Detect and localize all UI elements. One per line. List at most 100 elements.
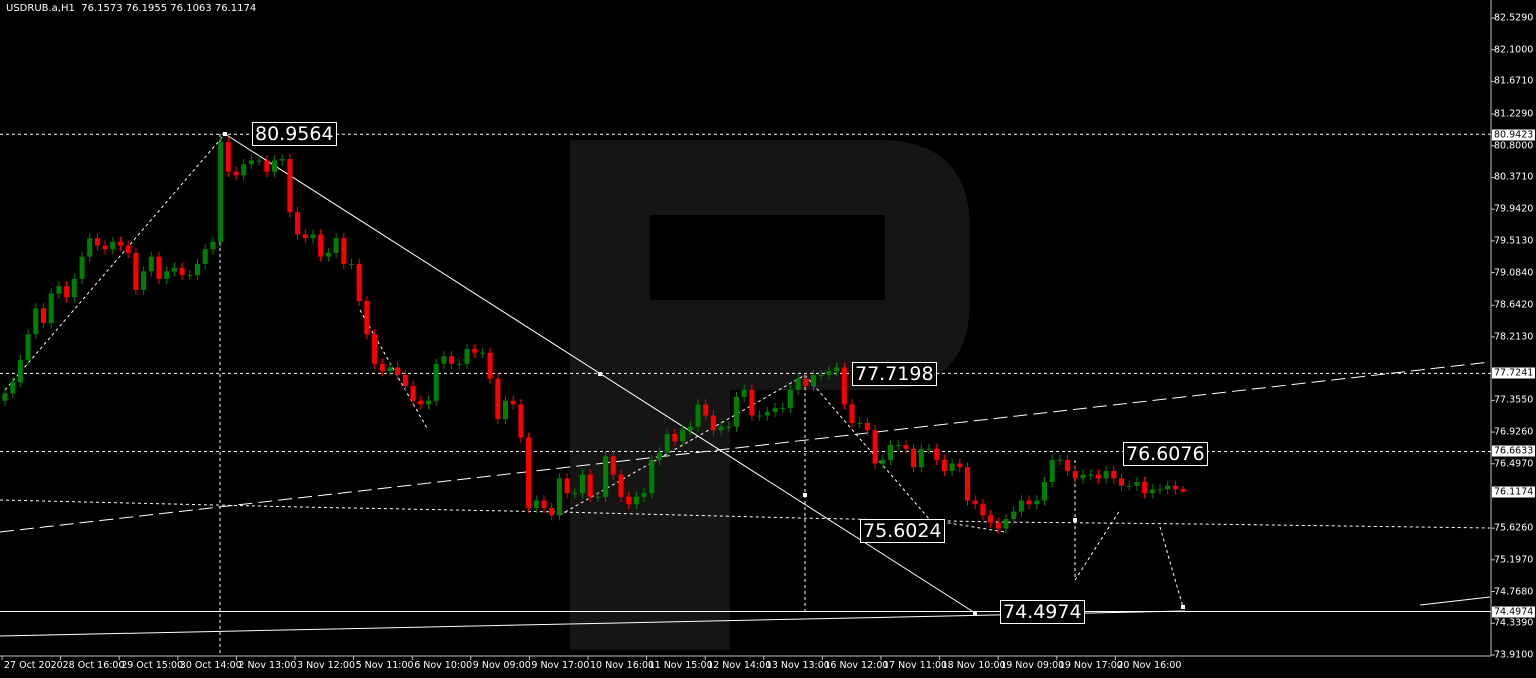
bear-candle — [64, 286, 70, 298]
bear-candle — [94, 238, 100, 246]
bull-candle — [248, 160, 254, 165]
bull-candle — [387, 367, 393, 372]
anchor-point — [223, 132, 227, 136]
bull-candle — [726, 426, 732, 428]
bear-candle — [903, 445, 909, 449]
bull-candle — [110, 241, 116, 250]
bull-candle — [780, 408, 786, 410]
price-tick-label: 75.6260 — [1494, 522, 1534, 534]
time-tick-label: 9 Nov 17:00 — [531, 660, 590, 671]
time-tick-label: 18 Nov 10:00 — [941, 660, 1006, 671]
bear-candle — [849, 404, 855, 423]
bear-candle — [410, 385, 416, 401]
bear-candle — [379, 363, 385, 372]
bull-candle — [1018, 500, 1024, 512]
bull-candle — [1149, 489, 1155, 494]
bull-candle — [572, 493, 578, 495]
bear-candle — [487, 352, 493, 379]
bear-candle — [356, 264, 362, 301]
anchor-point — [803, 493, 807, 497]
price-tick-label: 74.7680 — [1494, 586, 1534, 598]
bull-candle — [433, 363, 439, 401]
bull-candle — [256, 160, 262, 162]
bear-candle — [495, 378, 501, 420]
bear-candle — [295, 212, 301, 235]
bear-candle — [587, 474, 593, 497]
bull-candle — [2, 393, 8, 401]
time-tick-label: 12 Nov 14:00 — [707, 660, 772, 671]
bear-candle — [526, 437, 532, 508]
bear-candle — [541, 500, 547, 508]
bear-candle — [841, 367, 847, 405]
bull-candle — [795, 378, 801, 390]
level-label-756: 75.6024 — [860, 519, 945, 543]
bull-candle — [218, 142, 224, 242]
bear-candle — [318, 234, 324, 257]
time-tick-label: 13 Nov 13:00 — [765, 660, 830, 671]
bull-candle — [33, 308, 39, 335]
bear-candle — [626, 496, 632, 505]
bear-candle — [372, 334, 378, 364]
time-tick-label: 17 Nov 11:00 — [883, 660, 948, 671]
level-label-77: 77.7198 — [852, 362, 937, 386]
price-tick-label: 76.4970 — [1494, 458, 1534, 470]
level-label-low: 74.4974 — [1000, 600, 1085, 624]
bull-candle — [56, 286, 62, 294]
bull-candle — [17, 360, 23, 383]
time-tick-label: 5 Nov 11:00 — [355, 660, 414, 671]
bear-candle — [1095, 474, 1101, 479]
anchor-point — [1073, 518, 1077, 522]
bull-candle — [888, 445, 893, 460]
ohlc-readout: 76.1573 76.1955 76.1063 76.1174 — [81, 3, 257, 14]
symbol-label: USDRUB.a,H1 — [6, 3, 75, 14]
bull-candle — [772, 408, 778, 412]
wave-dotted-line — [1159, 526, 1184, 608]
wave-dotted-line — [359, 309, 429, 431]
bull-candle — [1103, 470, 1109, 479]
bear-candle — [1172, 485, 1178, 490]
bull-candle — [641, 493, 647, 497]
anchor-point — [973, 611, 977, 615]
bull-candle — [1134, 482, 1140, 486]
bear-candle — [287, 159, 293, 213]
price-tick-label: 81.2290 — [1494, 108, 1534, 120]
bear-candle — [264, 160, 270, 172]
bull-candle — [202, 249, 208, 265]
bull-candle — [441, 356, 447, 364]
bear-candle — [418, 400, 424, 405]
bear-candle — [957, 463, 963, 468]
bear-candle — [941, 459, 947, 471]
bull-candle — [25, 334, 31, 361]
bull-candle — [633, 496, 639, 505]
time-tick-label: 16 Nov 12:00 — [824, 660, 889, 671]
price-marker-label: 76.6633 — [1492, 445, 1536, 457]
price-tick-label: 74.3390 — [1494, 617, 1534, 629]
level-label-766: 76.6076 — [1123, 442, 1208, 466]
price-tick-label: 76.9260 — [1494, 426, 1534, 438]
bear-candle — [618, 474, 624, 497]
bear-candle — [1072, 470, 1078, 479]
bear-candle — [911, 448, 917, 468]
bear-candle — [395, 367, 401, 375]
bull-candle — [880, 459, 886, 464]
time-tick-label: 9 Nov 09:00 — [472, 660, 531, 671]
bear-candle — [402, 374, 408, 386]
bear-candle — [133, 252, 139, 290]
bull-candle — [325, 252, 331, 257]
bear-candle — [449, 356, 455, 364]
chart-header: USDRUB.a,H1 76.1573 76.1955 76.1063 76.1… — [6, 3, 256, 14]
bull-candle — [787, 389, 793, 409]
bear-candle — [980, 504, 986, 516]
time-tick-label: 19 Nov 09:00 — [1000, 660, 1065, 671]
bear-candle — [965, 467, 970, 501]
price-tick-label: 82.5290 — [1494, 12, 1534, 24]
support-curve-line — [0, 499, 1491, 529]
bear-candle — [125, 245, 131, 253]
bull-candle — [1049, 459, 1055, 483]
wave-dotted-line — [804, 374, 931, 521]
bull-candle — [764, 411, 770, 416]
bull-candle — [503, 400, 508, 420]
bear-candle — [872, 430, 878, 464]
